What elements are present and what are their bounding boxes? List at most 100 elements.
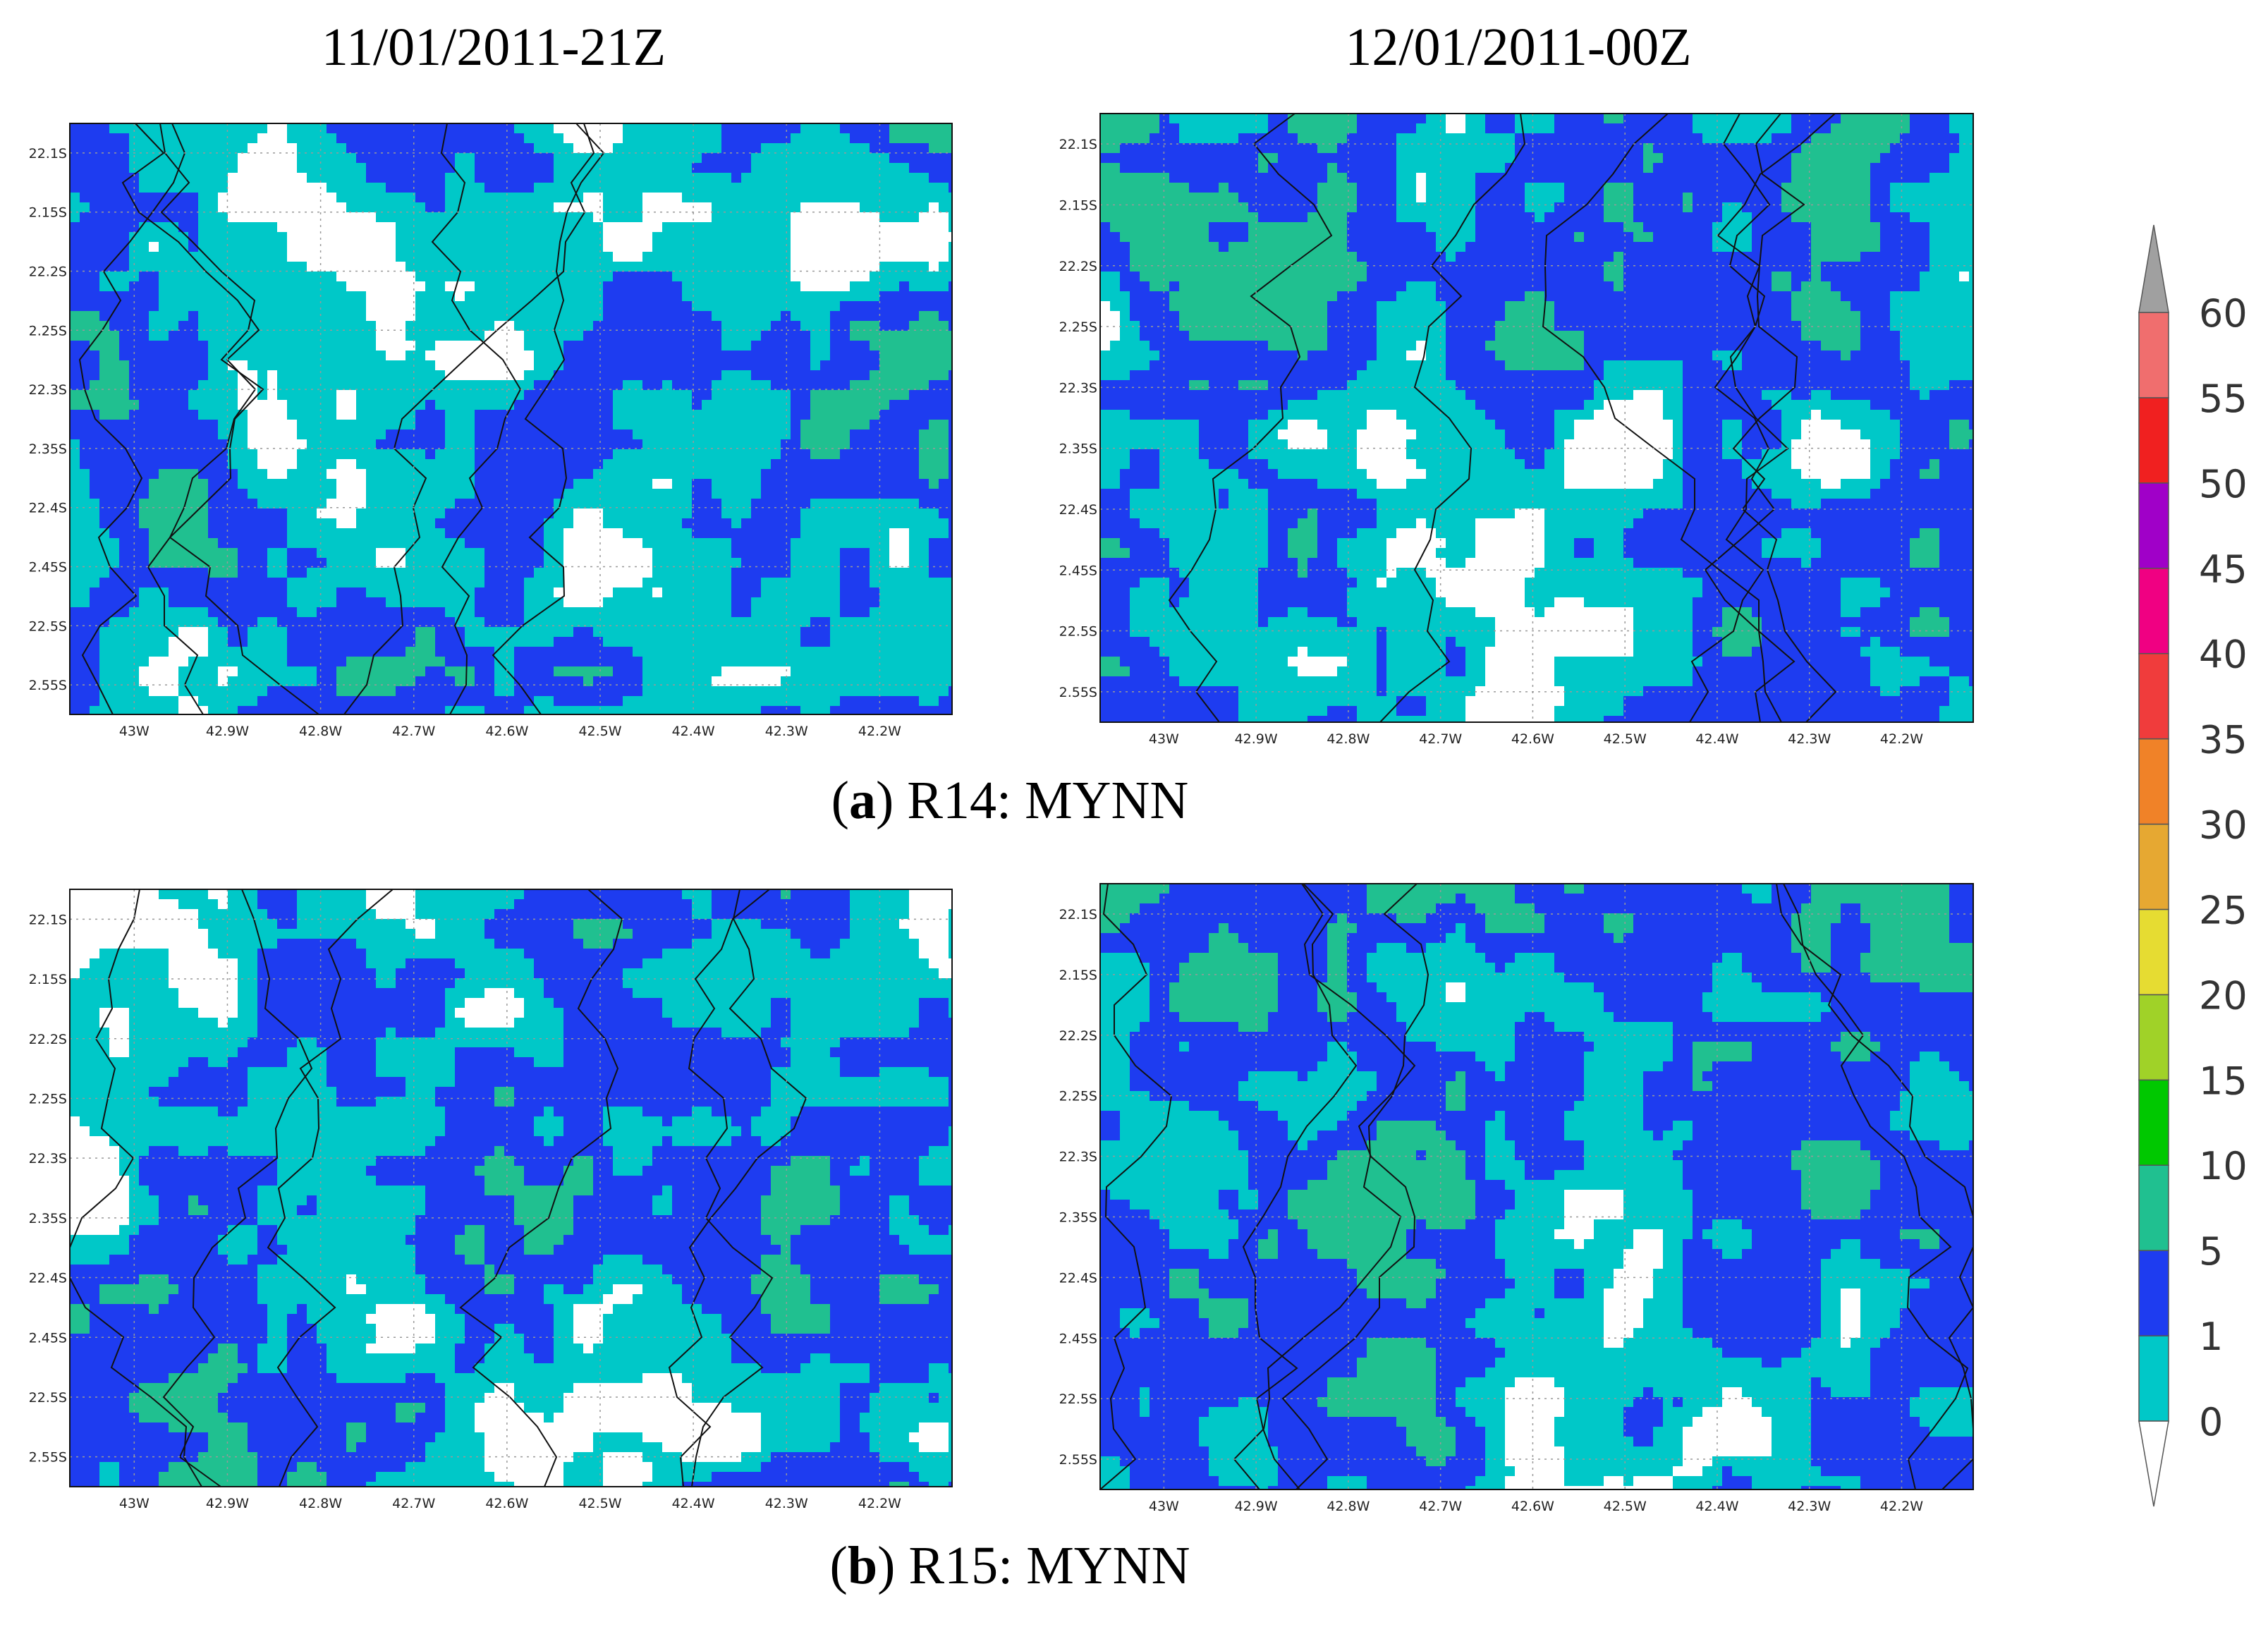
colorbar-segment — [2138, 823, 2169, 910]
caption-part: b — [848, 1536, 877, 1595]
lat-label: 2.45S — [29, 1330, 67, 1346]
lon-label: 42.7W — [1419, 1499, 1462, 1514]
border-line — [121, 123, 319, 715]
border-line — [1704, 113, 1805, 723]
lon-label: 42.2W — [1880, 731, 1923, 747]
colorbar-label: 40 — [2199, 633, 2248, 677]
colorbar-segment — [2138, 1250, 2169, 1336]
lon-label: 42.6W — [485, 724, 528, 739]
lat-label: 22.1S — [29, 912, 67, 927]
colorbar-segment — [2138, 482, 2169, 569]
lat-label: 2.15S — [29, 205, 67, 221]
lon-label: 42.6W — [1511, 1499, 1554, 1514]
lon-label: 42.4W — [672, 1496, 715, 1511]
lat-label: 2.45S — [29, 560, 67, 575]
lon-label: 42.2W — [858, 1496, 901, 1511]
caption-part: ) R15: MYNN — [877, 1536, 1190, 1595]
precip-area — [70, 889, 939, 1487]
map-frame — [1099, 113, 1974, 723]
border-line — [343, 123, 595, 715]
lon-label: 42.4W — [1695, 731, 1738, 747]
lon-label: 42.6W — [485, 1496, 528, 1511]
lat-label: 2.15S — [1059, 968, 1097, 983]
border-line — [492, 123, 605, 715]
lon-label: 43W — [1149, 1499, 1179, 1514]
lon-label: 42.7W — [1419, 731, 1462, 747]
lon-label: 42.7W — [392, 724, 435, 739]
lon-label: 43W — [119, 1496, 150, 1511]
precip-area — [70, 123, 952, 714]
border-line — [1242, 883, 1358, 1490]
lat-label: 2.15S — [29, 972, 67, 987]
lon-label: 42.9W — [206, 724, 249, 739]
lat-label: 22.4S — [29, 1271, 67, 1286]
border-line — [688, 889, 774, 1487]
colorbar-segment — [2138, 908, 2169, 996]
lat-label: 22.1S — [1059, 907, 1097, 922]
caption-part: ( — [831, 771, 849, 830]
lon-label: 42.8W — [299, 1496, 342, 1511]
map-frame — [1099, 883, 1974, 1490]
lon-label: 42.8W — [299, 724, 342, 739]
map-panel: 22.1S 2.15S 22.2S 2.25S 22.3S 2.35S 22.4S 2.45S… — [1059, 883, 1975, 1514]
lon-label: 42.8W — [1327, 731, 1370, 747]
colorbar-label: 10 — [2199, 1144, 2248, 1188]
colorbar-under — [2138, 1420, 2169, 1507]
lon-label: 42.3W — [765, 724, 808, 739]
lat-label: 2.55S — [1059, 1452, 1097, 1468]
panel-caption: (b) R15: MYNN — [830, 1536, 1190, 1595]
lon-label: 43W — [1149, 731, 1179, 747]
map-panel: 22.1S 2.15S 22.2S 2.25S 22.3S 2.35S 22.4S 2.45S… — [29, 123, 953, 739]
border-line — [431, 123, 522, 715]
map-frame — [69, 123, 953, 715]
colorbar-label: 1 — [2199, 1315, 2223, 1359]
map-panel: 22.1S 2.15S 22.2S 2.25S 22.3S 2.35S 22.4S 2.45S… — [1059, 113, 1974, 747]
column-title: 11/01/2011-21Z — [322, 18, 666, 77]
border-line — [668, 889, 807, 1487]
lon-label: 42.7W — [392, 1496, 435, 1511]
colorbar-label: 15 — [2199, 1059, 2248, 1103]
lat-label: 22.4S — [1059, 1270, 1097, 1286]
lat-label: 2.35S — [1059, 441, 1097, 457]
lat-label: 2.35S — [29, 441, 67, 457]
lat-label: 22.3S — [1059, 380, 1097, 396]
colorbar-label: 25 — [2199, 888, 2248, 932]
colorbar-segment — [2138, 312, 2169, 398]
map-panel: 22.1S 2.15S 22.2S 2.25S 22.3S 2.35S 22.4S 2.45S… — [29, 889, 953, 1511]
lat-label: 2.45S — [1059, 563, 1097, 578]
panel-caption: (a) R14: MYNN — [831, 771, 1189, 830]
colorbar-label: 60 — [2199, 291, 2248, 336]
lat-label: 2.55S — [1059, 685, 1097, 700]
lat-label: 22.3S — [1059, 1150, 1097, 1165]
lon-label: 42.2W — [1880, 1499, 1923, 1514]
caption-part: ( — [830, 1536, 848, 1595]
lon-label: 42.3W — [1788, 731, 1831, 747]
colorbar-segment — [2138, 568, 2169, 654]
lat-label: 22.2S — [1059, 1028, 1097, 1044]
border-line — [1281, 883, 1416, 1490]
colorbar-label: 20 — [2199, 973, 2248, 1018]
colorbar-label: 35 — [2199, 718, 2248, 762]
lat-label: 22.1S — [29, 146, 67, 162]
lon-label: 42.9W — [1235, 1499, 1278, 1514]
lat-label: 22.3S — [29, 382, 67, 398]
lon-label: 42.4W — [672, 724, 715, 739]
lat-label: 2.25S — [29, 323, 67, 339]
lon-label: 42.4W — [1695, 1499, 1738, 1514]
lat-label: 22.5S — [29, 619, 67, 634]
lon-label: 42.3W — [765, 1496, 808, 1511]
colorbar-over — [2138, 224, 2169, 313]
lat-label: 2.25S — [29, 1091, 67, 1107]
caption-part: a — [849, 771, 876, 830]
caption-part: ) R14: MYNN — [876, 771, 1188, 830]
lat-label: 22.4S — [1059, 502, 1097, 518]
lat-label: 22.3S — [29, 1151, 67, 1166]
lon-label: 42.8W — [1327, 1499, 1370, 1514]
border-line — [69, 889, 202, 1487]
lon-label: 42.3W — [1788, 1499, 1831, 1514]
lat-label: 2.15S — [1059, 197, 1097, 213]
colorbar-label: 55 — [2199, 377, 2248, 421]
